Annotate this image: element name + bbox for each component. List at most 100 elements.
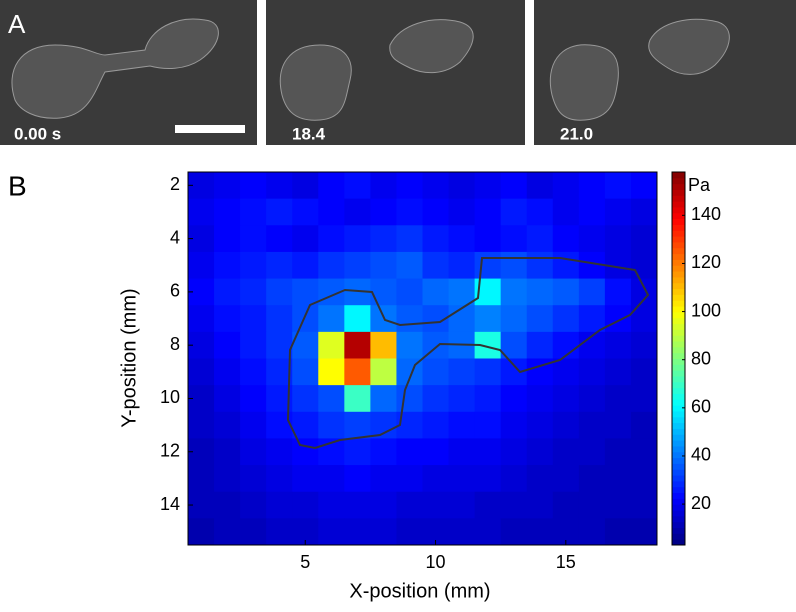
colorbar-segment [672,451,685,459]
heat-cell [266,331,293,359]
heat-cell [214,225,241,253]
heat-cell [526,278,554,306]
x-tick-label: 15 [556,552,576,572]
colorbar-tick-label: 40 [691,445,711,465]
colorbar-segment [672,457,685,464]
y-tick-label: 4 [170,227,180,247]
heat-cell [214,385,241,413]
heat-cell [578,198,606,226]
heat-cell [214,491,241,519]
heat-cell [604,172,632,200]
panel-label: A [8,9,26,39]
colorbar-segment [672,346,685,354]
x-tick-label: 10 [426,552,446,572]
heat-cell [500,491,528,519]
colorbar-segment [672,434,685,441]
heat-cell [292,225,319,253]
heat-cell [552,198,580,226]
colorbar-segment [672,247,685,255]
heat-cell [240,491,267,519]
heat-cell [500,278,528,306]
colorbar-segment [672,381,685,389]
heat-cell [630,438,658,466]
colorbar-segment [672,201,685,208]
colorbar-segment [672,183,685,190]
heat-cell [526,385,554,413]
heat-cell [344,465,371,493]
y-tick-label: 2 [170,174,180,194]
heat-cell [214,465,241,493]
heat-cell [448,465,476,493]
heat-cell [448,278,476,306]
heat-cell [292,465,319,493]
heat-cell [214,438,241,466]
cell [549,18,730,121]
heat-cell [422,198,450,226]
colorbar-tick-label: 60 [691,397,711,417]
scale-bar [175,125,245,133]
heat-cell [370,172,397,200]
heat-cell [474,198,502,226]
heat-cell [396,518,423,546]
heatmap [188,172,658,546]
heat-cell [448,518,476,546]
heat-cell [240,411,267,439]
colorbar-segment [672,259,685,266]
heat-cell [448,172,476,200]
heat-cell [604,411,632,439]
heat-cell [552,385,580,413]
heat-cell [214,331,241,359]
heat-cell [630,358,658,386]
heat-cell [578,438,606,466]
colorbar-segment [672,218,685,225]
heat-cell [292,305,319,333]
heat-cell [396,305,423,333]
heat-cell [266,225,293,253]
heat-cell [422,438,450,466]
heat-cell [448,251,476,280]
colorbar-segment [672,177,685,185]
heat-cell [474,305,502,333]
heat-cell [630,278,658,306]
colorbar-segment [672,358,685,365]
heat-cell [526,438,554,466]
colorbar-segment [672,282,685,290]
heat-cell [240,385,267,413]
colorbar-segment [672,428,685,435]
heat-cell [266,278,293,306]
heat-cell [630,518,658,546]
colorbar-segment [672,189,685,196]
colorbar-segment [672,486,685,494]
time-label: 18.4 [292,124,326,143]
y-tick-label: 14 [160,494,180,514]
heat-cell [318,385,345,413]
colorbar-label: Pa [688,175,711,195]
y-tick-label: 10 [160,387,180,407]
colorbar-segment [672,521,685,529]
heat-cell [370,358,397,386]
heat-cell [552,278,580,306]
heat-cell [266,251,293,280]
heat-cell [474,225,502,253]
heat-cell [318,465,345,493]
heat-cell [630,172,658,200]
colorbar-segment [672,352,685,359]
heat-cell [630,225,658,253]
heat-cell [448,305,476,333]
heat-cell [578,465,606,493]
colorbar-segment [672,416,685,424]
heat-cell [370,385,397,413]
colorbar-tick-label: 140 [691,204,721,224]
colorbar-segment [672,335,685,342]
colorbar-segment [672,445,685,453]
colorbar-segment [672,276,685,284]
heat-cell [396,198,423,226]
colorbar-segment [672,504,685,511]
heat-cell [422,465,450,493]
colorbar-segment [672,475,685,482]
heat-cell [318,518,345,546]
heat-cell [630,331,658,359]
heat-cell [448,491,476,519]
heat-cell [422,251,450,280]
colorbar-segment [672,405,685,412]
